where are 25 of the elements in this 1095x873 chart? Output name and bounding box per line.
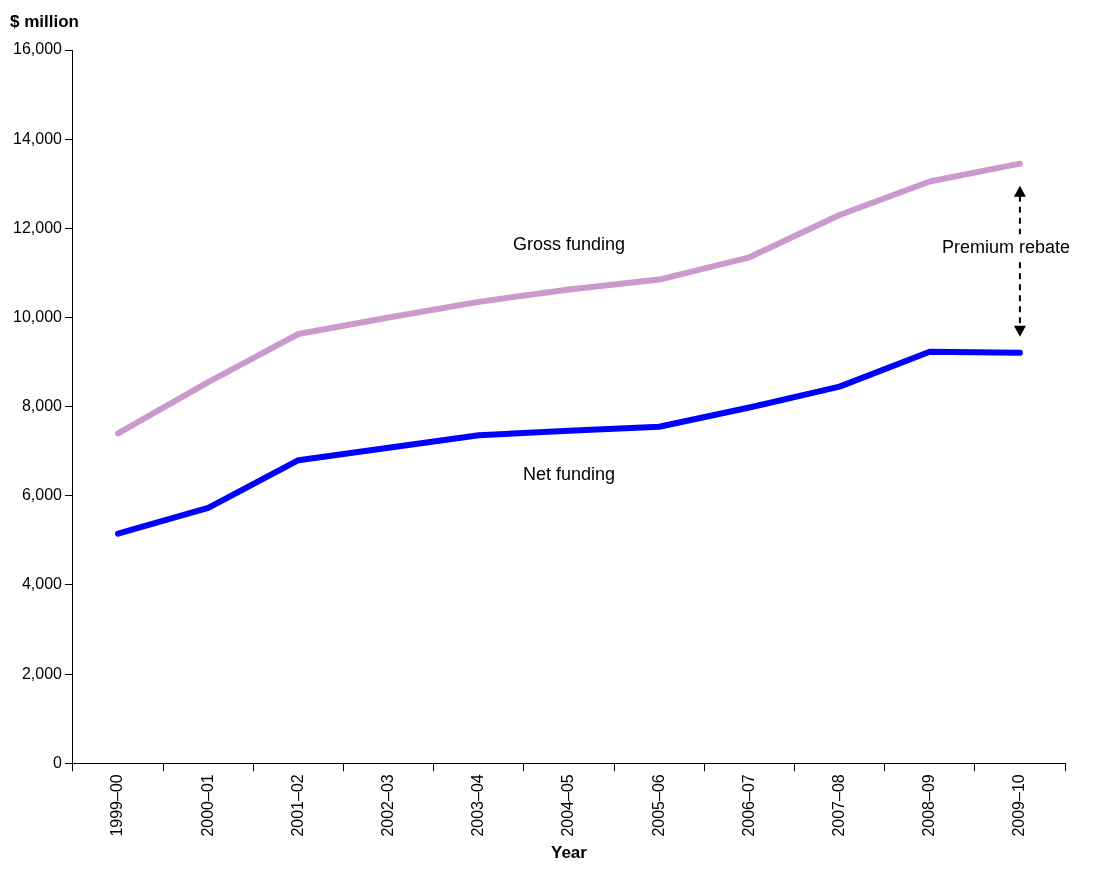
x-tick-label: 2008–09 bbox=[920, 774, 938, 837]
x-tick-label: 2009–10 bbox=[1010, 774, 1028, 837]
y-tick-label: 8,000 bbox=[21, 397, 63, 415]
x-tick-label: 2006–07 bbox=[739, 774, 757, 837]
x-tick-label: 2003–04 bbox=[469, 774, 487, 837]
x-tick-label: 2007–08 bbox=[829, 774, 847, 837]
x-tick-label: 2001–02 bbox=[288, 774, 306, 837]
y-tick-label: 6,000 bbox=[21, 486, 63, 504]
y-tick-label: 12,000 bbox=[13, 218, 63, 236]
y-tick-label: 10,000 bbox=[13, 307, 63, 325]
y-axis-title: $ million bbox=[10, 12, 79, 32]
x-tick-label: 2005–06 bbox=[649, 774, 667, 837]
x-tick-label: 2000–01 bbox=[198, 774, 216, 837]
x-tick-label: 2002–03 bbox=[379, 774, 396, 837]
y-tick-label: 14,000 bbox=[13, 129, 63, 147]
series-label: Gross funding bbox=[512, 234, 625, 255]
y-tick-label: 2,000 bbox=[21, 664, 63, 682]
y-tick-label: 0 bbox=[53, 753, 63, 771]
y-tick-label: 16,000 bbox=[13, 40, 63, 58]
x-tick-label: 2004–05 bbox=[559, 774, 577, 837]
y-tick-label: 4,000 bbox=[21, 575, 63, 593]
x-tick-label: 1999–00 bbox=[108, 774, 126, 837]
x-axis-title: Year bbox=[551, 843, 588, 863]
annotation: Premium rebate bbox=[941, 237, 1071, 258]
series-label: Net funding bbox=[522, 463, 616, 484]
